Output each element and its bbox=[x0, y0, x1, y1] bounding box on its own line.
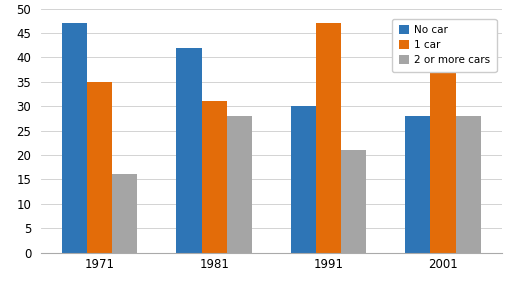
Bar bbox=[112, 174, 137, 253]
Bar bbox=[227, 116, 252, 253]
Bar bbox=[176, 48, 202, 253]
Bar bbox=[456, 116, 481, 253]
Bar bbox=[291, 106, 316, 253]
Bar bbox=[202, 101, 227, 253]
Bar bbox=[87, 82, 112, 253]
Bar bbox=[341, 150, 367, 253]
Bar bbox=[431, 43, 456, 253]
Bar bbox=[406, 116, 431, 253]
Bar bbox=[316, 23, 341, 253]
Legend: No car, 1 car, 2 or more cars: No car, 1 car, 2 or more cars bbox=[392, 19, 497, 72]
Bar bbox=[62, 23, 87, 253]
